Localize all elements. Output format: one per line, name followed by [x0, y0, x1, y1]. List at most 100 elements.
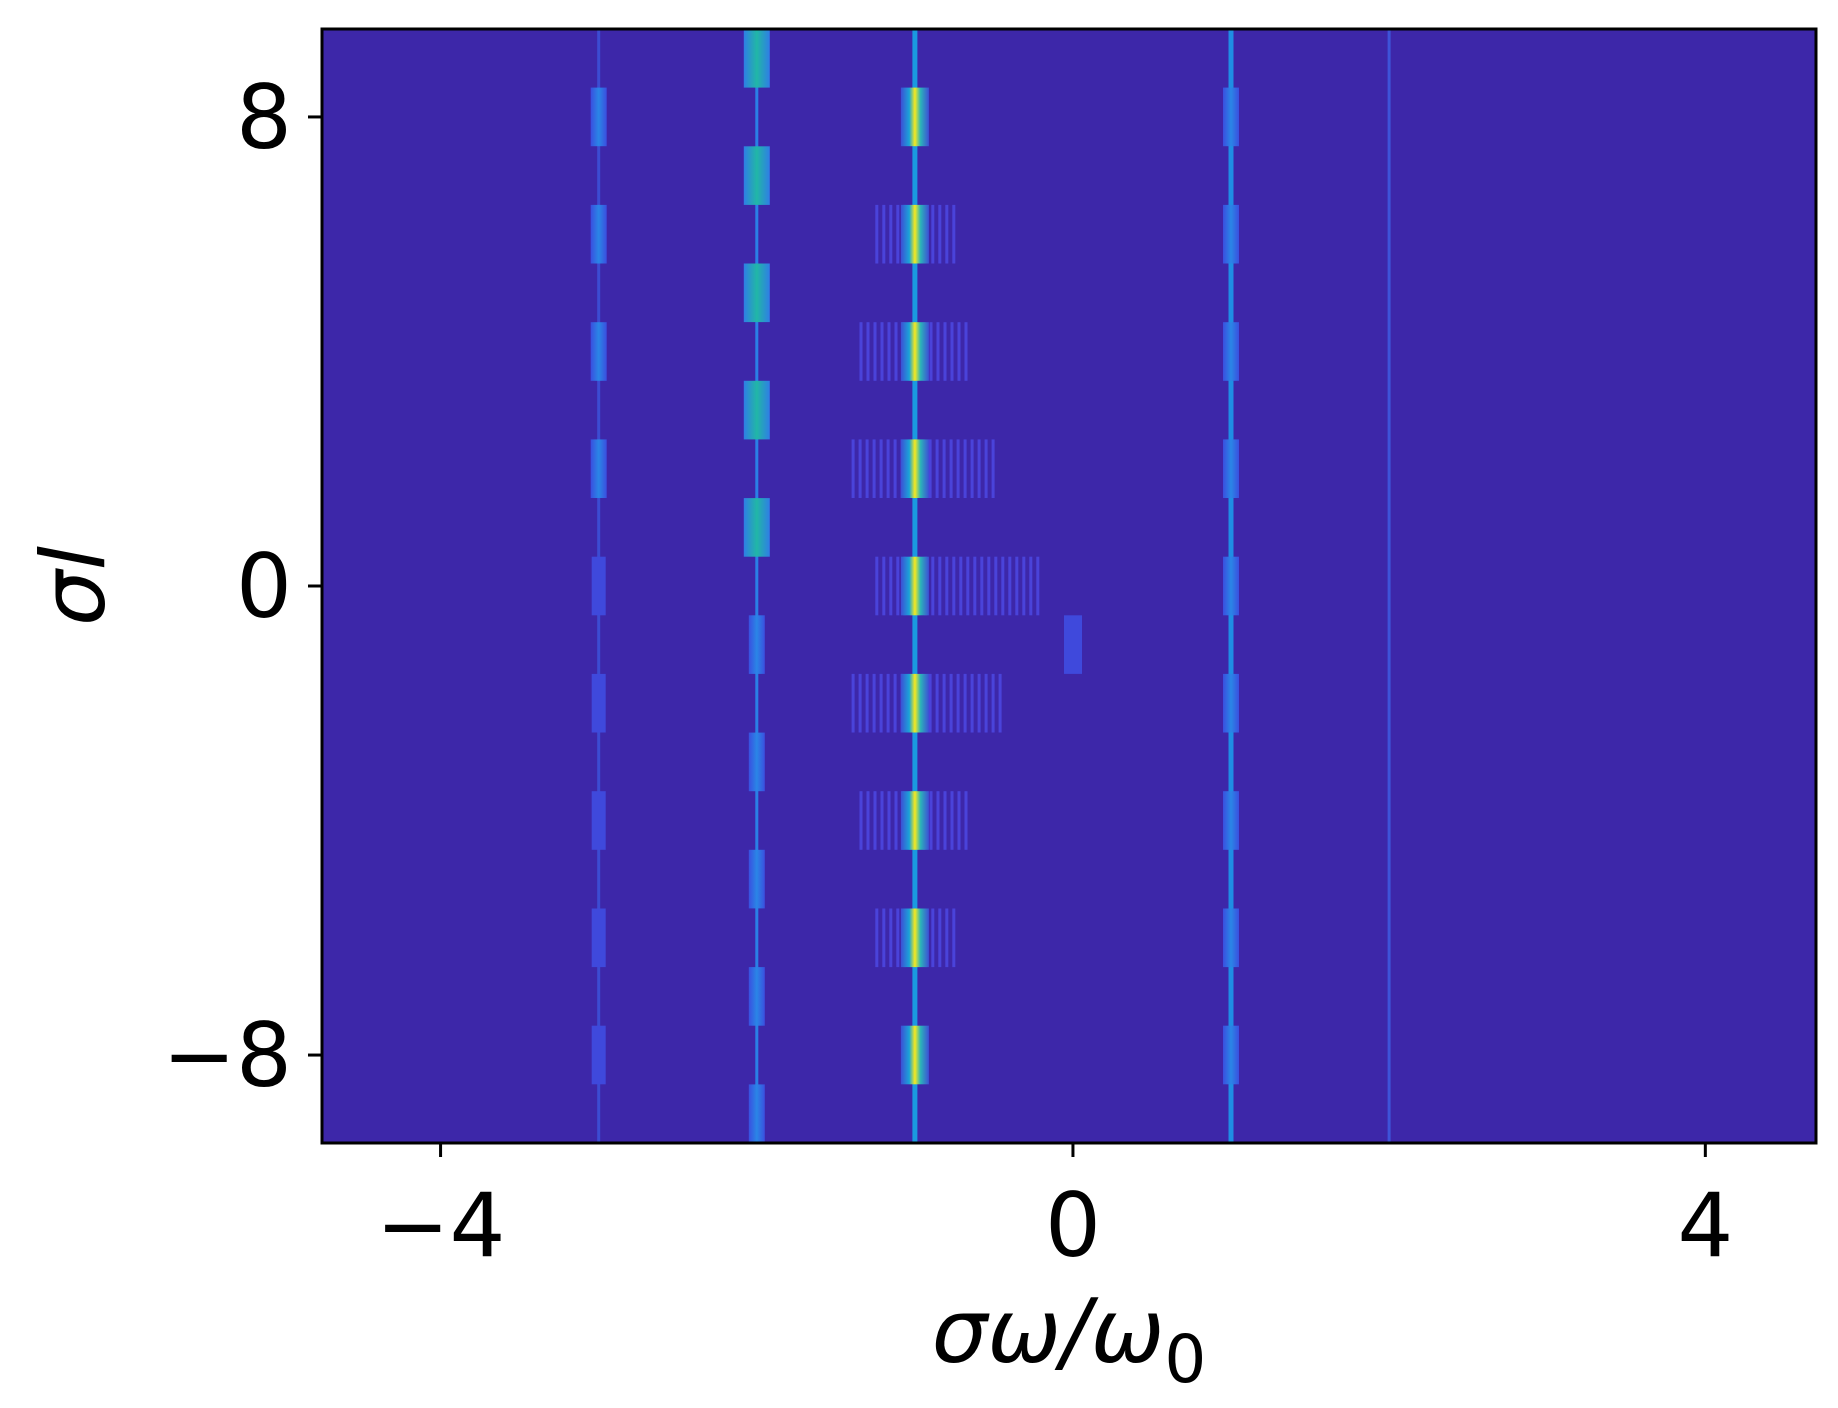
harmonic-band-stripe: [859, 322, 863, 381]
harmonic-band-stripe: [963, 439, 967, 498]
harmonic-band-stripe: [973, 556, 977, 616]
segment-mark: [900, 791, 929, 850]
segment-mark: [900, 439, 929, 498]
harmonic-band-stripe: [943, 791, 947, 850]
harmonic-band-stripe: [931, 556, 935, 616]
harmonic-band-stripe: [949, 439, 953, 498]
harmonic-band-stripe: [894, 791, 898, 850]
harmonic-band-stripe: [970, 439, 974, 498]
harmonic-band-stripe: [894, 322, 898, 381]
harmonic-band-stripe: [887, 791, 891, 850]
harmonic-band-stripe: [873, 791, 877, 850]
harmonic-band-stripe: [994, 556, 998, 616]
segment-mark: [748, 615, 765, 674]
harmonic-band-stripe: [998, 673, 1002, 733]
harmonic-band-stripe: [952, 908, 956, 968]
harmonic-band-stripe: [887, 322, 891, 381]
harmonic-band-stripe: [866, 322, 870, 381]
segment-mark: [900, 908, 929, 968]
segment-mark: [743, 498, 770, 557]
harmonic-band-stripe: [935, 439, 939, 498]
harmonic-band-stripe: [977, 673, 981, 733]
harmonic-band-stripe: [987, 556, 991, 616]
heatmap-background: [322, 29, 1816, 1143]
harmonic-band-stripe: [966, 556, 970, 616]
harmonic-band-stripe: [886, 673, 890, 733]
harmonic-band-stripe: [984, 439, 988, 498]
harmonic-band-stripe: [875, 908, 879, 968]
harmonic-band-stripe: [882, 908, 886, 968]
segment-mark: [1223, 1025, 1239, 1085]
harmonic-band-stripe: [872, 673, 876, 733]
segment-mark: [1223, 673, 1239, 733]
segment-mark: [743, 29, 770, 88]
harmonic-band-stripe: [859, 791, 863, 850]
segment-mark: [1223, 439, 1239, 498]
harmonic-band-stripe: [964, 322, 968, 381]
harmonic-band-stripe: [858, 673, 862, 733]
harmonic-band-stripe: [851, 673, 855, 733]
harmonic-band-stripe: [882, 556, 886, 616]
harmonic-band-stripe: [931, 204, 935, 264]
harmonic-band-stripe: [950, 322, 954, 381]
harmonic-band-stripe: [880, 791, 884, 850]
harmonic-band-stripe: [959, 556, 963, 616]
harmonic-band-stripe: [872, 439, 876, 498]
harmonic-band-stripe: [1001, 556, 1005, 616]
segment-mark: [900, 1025, 929, 1085]
harmonic-band-stripe: [956, 439, 960, 498]
harmonic-band-stripe: [942, 673, 946, 733]
harmonic-band-stripe: [950, 791, 954, 850]
y-tick-label: −8: [162, 1004, 292, 1107]
harmonic-band-stripe: [1029, 556, 1033, 616]
harmonic-band-stripe: [949, 673, 953, 733]
harmonic-band-stripe: [943, 322, 947, 381]
segment-mark: [1223, 908, 1239, 968]
harmonic-band-stripe: [879, 439, 883, 498]
harmonic-band-stripe: [858, 439, 862, 498]
harmonic-band-stripe: [991, 673, 995, 733]
harmonic-band-stripe: [938, 204, 942, 264]
segment-mark: [900, 556, 929, 616]
segment-mark: [590, 87, 607, 147]
harmonic-band-stripe: [970, 673, 974, 733]
harmonic-band-stripe: [936, 791, 940, 850]
x-tick-label: 4: [1677, 1174, 1733, 1277]
segment-mark: [591, 1025, 606, 1085]
harmonic-band-stripe: [938, 908, 942, 968]
harmonic-band-stripe: [942, 439, 946, 498]
harmonic-band-stripe: [977, 439, 981, 498]
harmonic-band-stripe: [893, 673, 897, 733]
harmonic-band-stripe: [1022, 556, 1026, 616]
harmonic-band-stripe: [931, 908, 935, 968]
segment-mark: [1223, 556, 1239, 616]
segment-mark: [1223, 204, 1239, 264]
harmonic-band-stripe: [938, 556, 942, 616]
harmonic-band-stripe: [984, 673, 988, 733]
segment-mark: [590, 439, 607, 498]
harmonic-band-stripe: [875, 556, 879, 616]
x-axis-label: σω/ω0: [932, 1280, 1207, 1398]
harmonic-band-stripe: [896, 556, 900, 616]
harmonic-band-stripe: [952, 556, 956, 616]
harmonic-band-stripe: [1036, 556, 1040, 616]
segment-mark: [743, 146, 770, 205]
harmonic-band-stripe: [873, 322, 877, 381]
x-tick-label: −4: [376, 1174, 506, 1277]
harmonic-band-stripe: [929, 322, 933, 381]
harmonic-band-stripe: [963, 673, 967, 733]
harmonic-band-stripe: [928, 439, 932, 498]
y-tick-label: 8: [236, 66, 292, 169]
harmonic-band-stripe: [957, 322, 961, 381]
harmonic-band-stripe: [865, 439, 869, 498]
harmonic-band-stripe: [945, 204, 949, 264]
trace-line-1: [755, 29, 759, 1143]
segment-mark: [591, 556, 606, 616]
segment-mark: [900, 673, 929, 733]
harmonic-band-stripe: [929, 791, 933, 850]
harmonic-band-stripe: [851, 439, 855, 498]
harmonic-band-stripe: [866, 791, 870, 850]
x-tick-label: 0: [1045, 1174, 1101, 1277]
segment-mark: [743, 263, 770, 323]
